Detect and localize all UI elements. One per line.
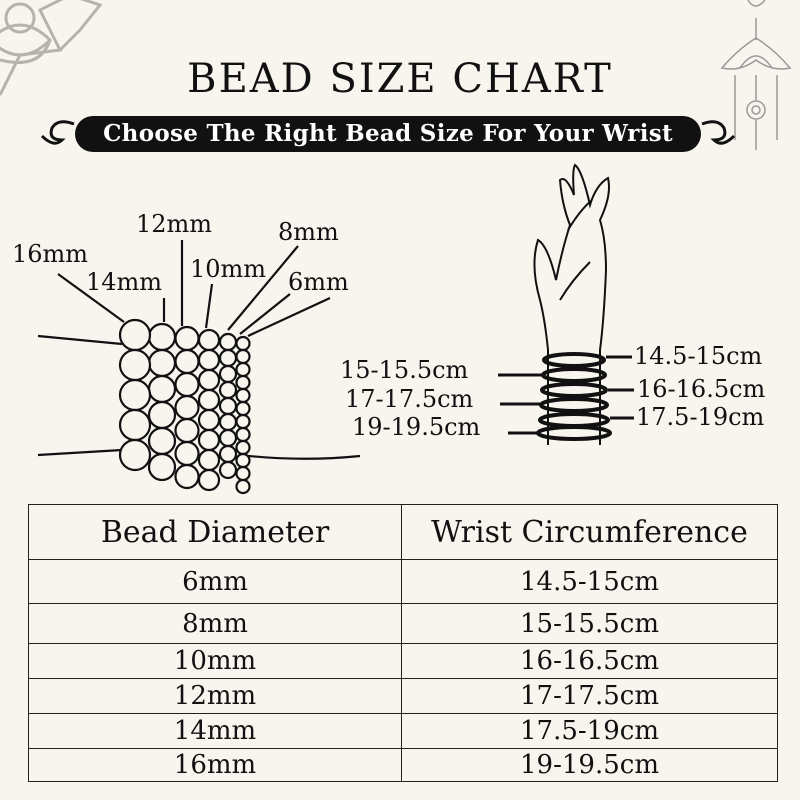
bead	[118, 408, 152, 442]
bead	[235, 387, 251, 404]
wrist-label: 19-19.5cm	[352, 413, 481, 441]
bead	[218, 460, 238, 480]
bead	[218, 428, 238, 448]
bead	[218, 396, 238, 416]
bead	[197, 448, 221, 472]
bead	[174, 325, 200, 352]
bead	[218, 364, 238, 384]
wrist-label: 14.5-15cm	[634, 342, 763, 370]
bead	[147, 400, 177, 430]
bead	[174, 440, 200, 467]
bead	[147, 322, 177, 352]
bead	[197, 428, 221, 452]
page-title: BEAD SIZE CHART	[187, 56, 613, 102]
bead	[197, 368, 221, 392]
bead	[197, 328, 221, 352]
bead	[218, 332, 238, 352]
table-row: 6mm 14.5-15cm	[28, 559, 778, 604]
bead	[174, 371, 200, 398]
bead	[147, 452, 177, 482]
bead	[118, 438, 152, 472]
wrist-label: 16-16.5cm	[637, 375, 766, 403]
bead	[235, 413, 251, 430]
subtitle-banner: Choose The Right Bead Size For Your Wris…	[75, 116, 701, 152]
table-row: 8mm 15-15.5cm	[28, 603, 778, 644]
bead	[174, 394, 200, 421]
wrist-circumference-cell: 16-16.5cm	[401, 643, 778, 679]
bead	[197, 468, 221, 492]
table-row: 16mm 19-19.5cm	[28, 748, 778, 782]
table-header-row: Bead Diameter Wrist Circumference	[28, 504, 778, 560]
bead	[235, 465, 251, 482]
hanging-lotus-ornament-icon	[720, 0, 792, 150]
bead	[197, 388, 221, 412]
bead	[235, 348, 251, 365]
bead	[235, 452, 251, 469]
bead	[218, 444, 238, 464]
wrist-circumference-cell: 19-19.5cm	[401, 748, 778, 782]
bead	[174, 417, 200, 444]
bead	[235, 374, 251, 391]
bead-label-6mm: 6mm	[288, 268, 349, 296]
wrist-label: 15-15.5cm	[340, 356, 469, 384]
bead	[235, 400, 251, 417]
bead	[118, 318, 152, 352]
size-table: Bead Diameter Wrist Circumference 6mm 14.…	[28, 504, 778, 782]
bead-diameter-cell: 12mm	[28, 678, 402, 714]
bead	[197, 408, 221, 432]
bead	[218, 380, 238, 400]
bead	[235, 361, 251, 378]
bead	[174, 463, 200, 490]
bead-label-12mm: 12mm	[136, 210, 213, 238]
table-row: 14mm 17.5-19cm	[28, 713, 778, 749]
column-header: Bead Diameter	[28, 504, 402, 560]
wrist-label: 17.5-19cm	[636, 403, 765, 431]
size-pointer-lines	[498, 355, 634, 435]
bead	[235, 478, 251, 495]
lotus-ornament-icon	[0, 0, 103, 96]
bead-label-8mm: 8mm	[278, 218, 339, 246]
bead-label-10mm: 10mm	[190, 255, 267, 283]
bead	[235, 426, 251, 443]
hand-with-bracelets-illustration	[498, 163, 634, 445]
table-row: 10mm 16-16.5cm	[28, 643, 778, 679]
bead-diameter-cell: 6mm	[28, 559, 402, 604]
bead-diameter-cell: 8mm	[28, 603, 402, 644]
wrist-circumference-cell: 17-17.5cm	[401, 678, 778, 714]
bead	[147, 374, 177, 404]
bead	[147, 426, 177, 456]
bead	[197, 348, 221, 372]
bead	[235, 335, 251, 352]
wrist-label: 17-17.5cm	[345, 385, 474, 413]
bead	[235, 439, 251, 456]
bead	[147, 348, 177, 378]
bead-label-16mm: 16mm	[12, 240, 89, 268]
flourish-icon	[40, 120, 736, 145]
wrist-circumference-cell: 15-15.5cm	[401, 603, 778, 644]
bead-label-14mm: 14mm	[86, 268, 163, 296]
bead	[118, 378, 152, 412]
wrist-circumference-cell: 17.5-19cm	[401, 713, 778, 749]
wrist-circumference-cell: 14.5-15cm	[401, 559, 778, 604]
bead-diameter-cell: 10mm	[28, 643, 402, 679]
bead	[118, 348, 152, 382]
bead	[218, 412, 238, 432]
bead	[218, 348, 238, 368]
column-header: Wrist Circumference	[401, 504, 778, 560]
table-row: 12mm 17-17.5cm	[28, 678, 778, 714]
bead-diameter-cell: 14mm	[28, 713, 402, 749]
bead	[174, 348, 200, 375]
bead-bracelet-illustration	[37, 240, 361, 495]
bead-diameter-cell: 16mm	[28, 748, 402, 782]
